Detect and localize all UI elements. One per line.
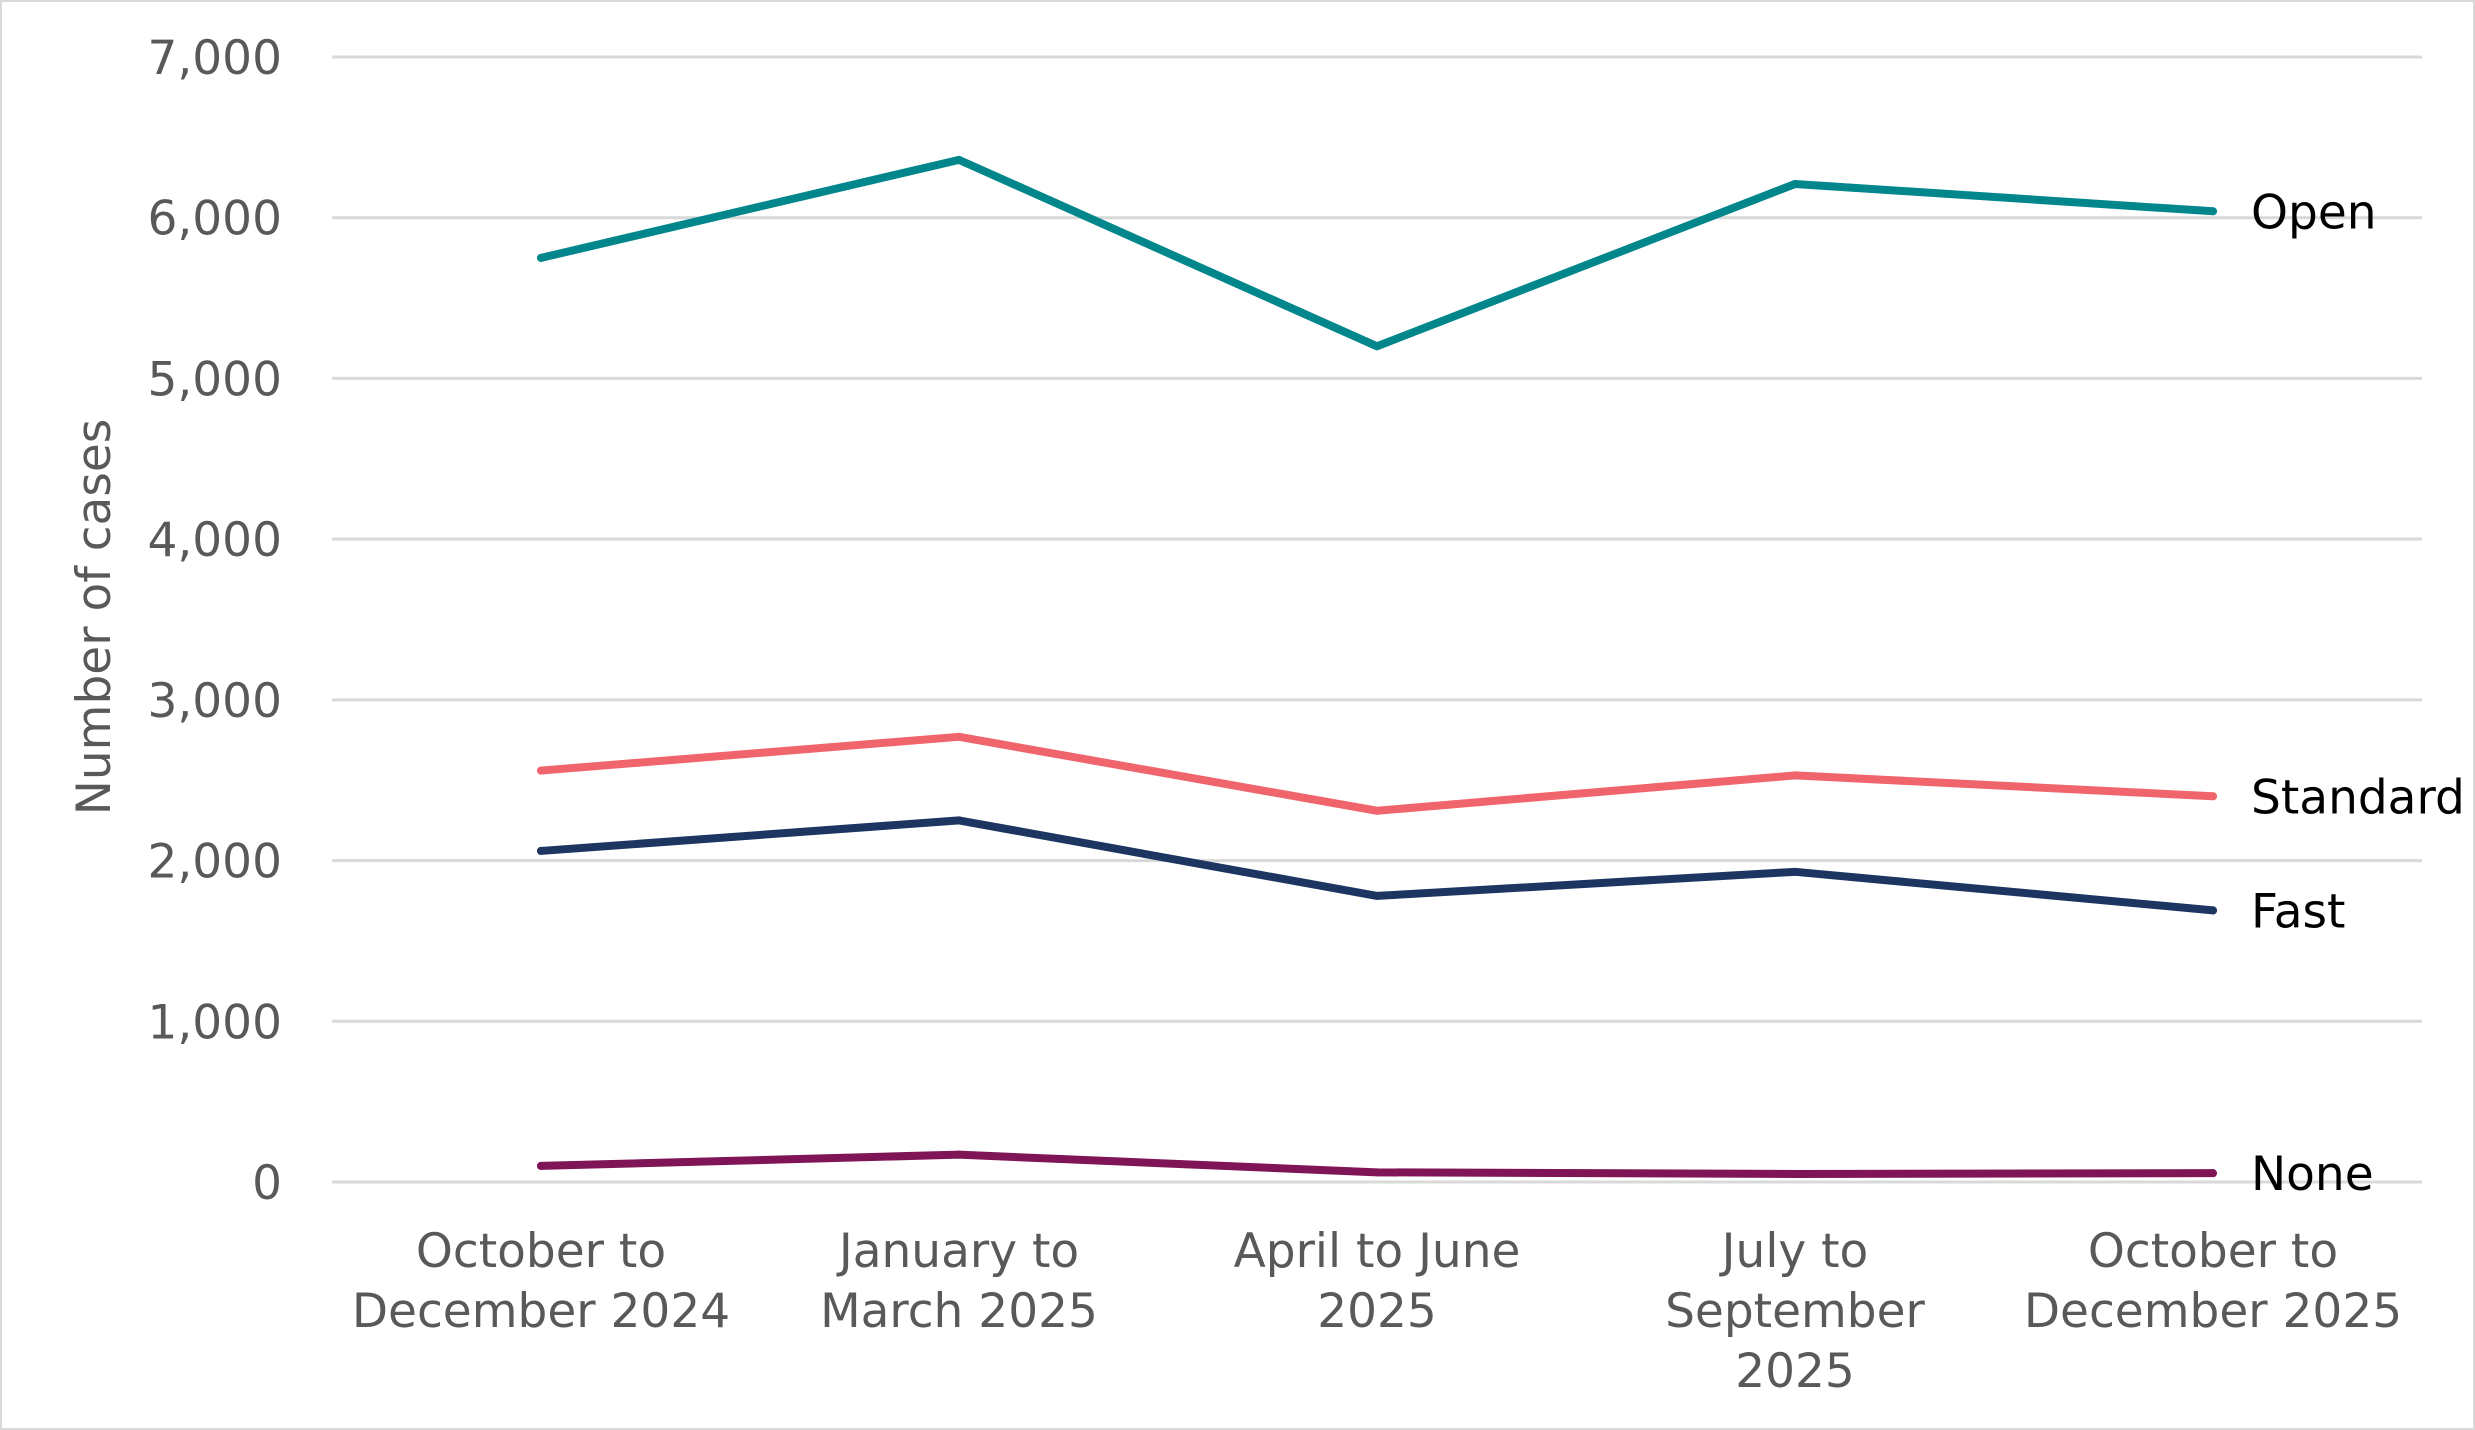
series-label-standard: Standard [2251,770,2465,825]
data-point-open [955,155,963,164]
data-point-open [1373,342,1381,351]
y-tick-label: 3,000 [147,674,282,729]
y-tick-label: 0 [252,1156,282,1211]
x-tick-label: April to June 2025 [1234,1224,1521,1339]
data-point-none [2209,1169,2217,1178]
data-point-open [1791,179,1799,188]
data-point-none [1791,1169,1799,1178]
x-tick-label: October to December 2025 [2024,1224,2402,1339]
data-point-none [537,1161,545,1170]
gridlines [332,55,2422,1184]
x-tick-label: October to December 2024 [352,1224,730,1339]
data-point-open [537,253,545,262]
data-point-fast [1791,867,1799,876]
series-line-open [537,155,2217,351]
data-point-none [955,1150,963,1159]
series-label-none: None [2251,1147,2374,1202]
y-tick-label: 6,000 [147,192,282,247]
y-tick-label: 4,000 [147,513,282,568]
y-axis-title: Number of cases [67,419,122,816]
data-point-standard [1791,771,1799,780]
y-tick-label: 7,000 [147,31,282,86]
series-lines [537,155,2217,1178]
data-point-fast [955,816,963,825]
y-tick-label: 1,000 [147,995,282,1050]
data-point-standard [1373,806,1381,815]
data-point-none [1373,1168,1381,1177]
y-axis-tick-labels: 0 1,000 2,000 3,000 4,000 5,000 6,000 7,000 [147,31,282,1211]
data-point-fast [1373,891,1381,900]
y-tick-label: 2,000 [147,835,282,890]
y-tick-label: 5,000 [147,352,282,407]
data-point-standard [2209,792,2217,801]
x-tick-label: July to September 2025 [1665,1224,1925,1399]
data-point-open [2209,207,2217,216]
data-point-fast [2209,906,2217,915]
series-labels: Open Standard Fast None [2251,185,2465,1202]
data-point-fast [537,846,545,855]
data-point-standard [955,732,963,741]
series-label-open: Open [2251,185,2377,240]
x-tick-label: January to March 2025 [820,1224,1098,1339]
series-label-fast: Fast [2251,884,2345,939]
x-axis-tick-labels: October to December 2024 January to March 2… [352,1224,2402,1399]
data-point-standard [537,766,545,775]
series-line-standard [537,732,2217,815]
